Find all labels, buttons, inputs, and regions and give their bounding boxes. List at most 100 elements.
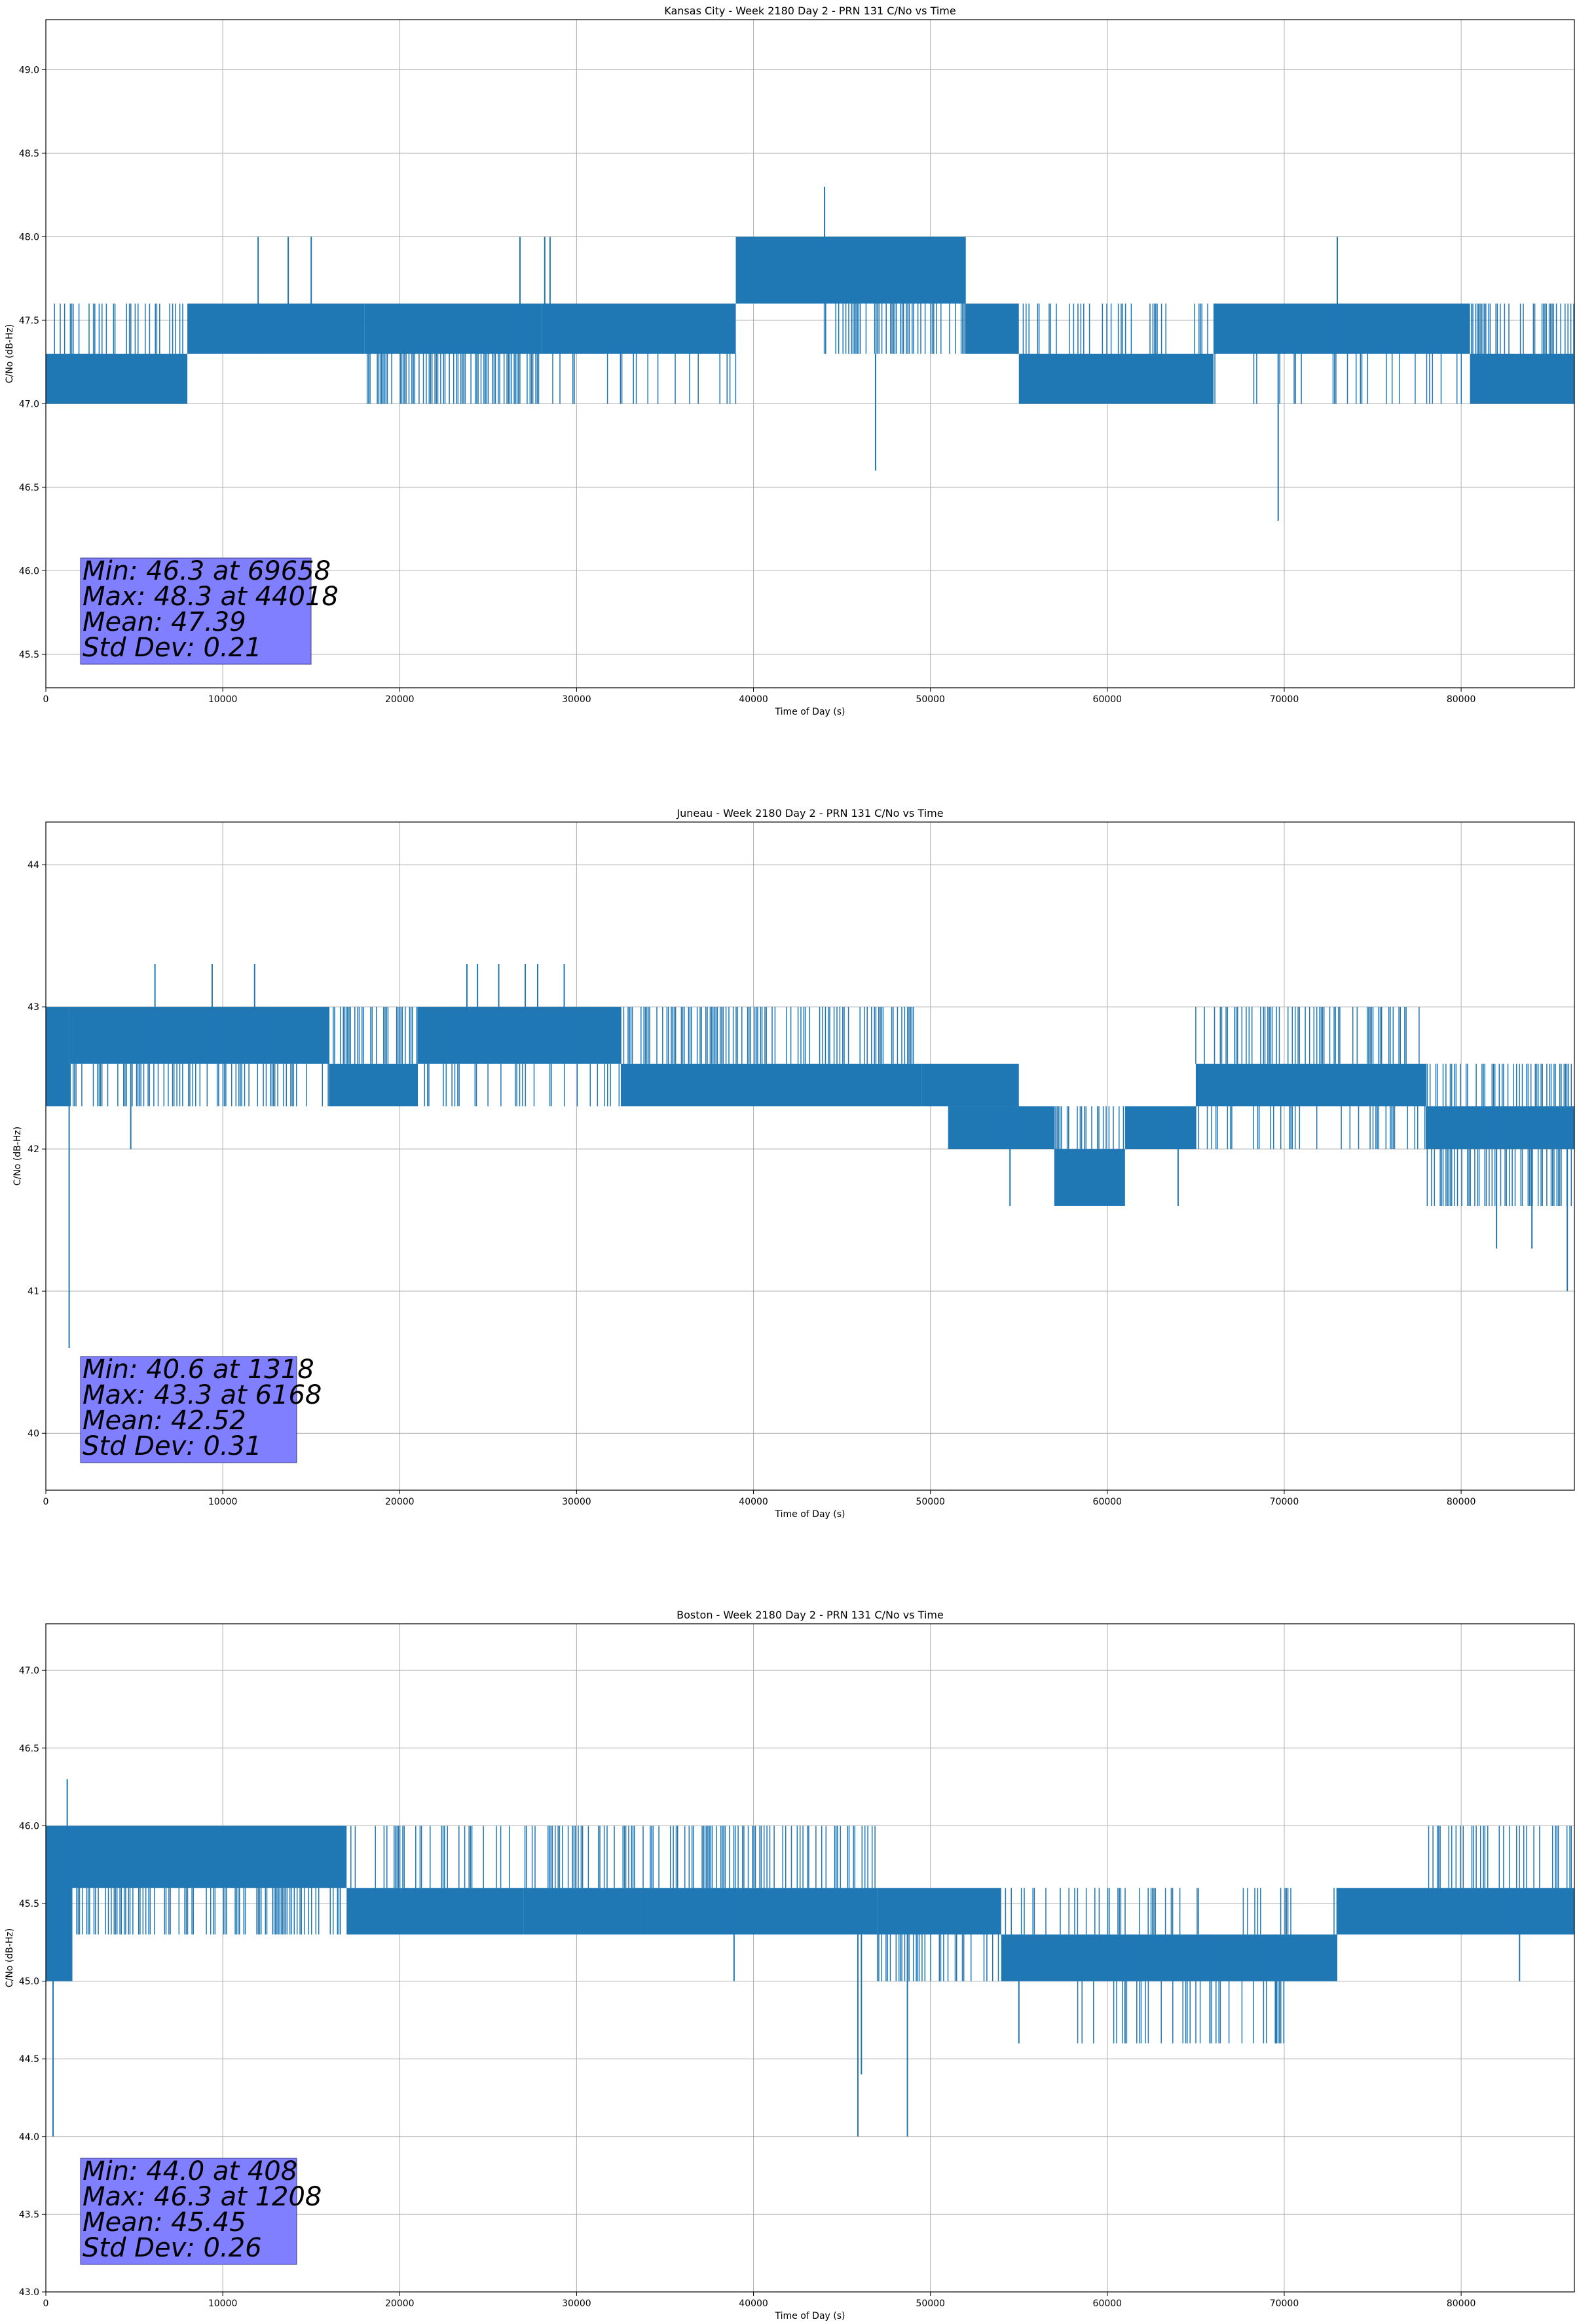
x-tick-label: 10000 <box>208 2298 238 2309</box>
x-tick-label: 30000 <box>562 2298 591 2309</box>
y-tick-label: 44.5 <box>19 2054 39 2065</box>
y-ticks: 45.5 46.0 46.5 47.0 47.5 48.0 48.5 49.0 <box>19 66 46 660</box>
x-axis-label: Time of Day (s) <box>775 707 845 717</box>
chart-title: Kansas City - Week 2180 Day 2 - PRN 131 … <box>664 5 955 17</box>
x-tick-label: 20000 <box>385 2298 415 2309</box>
y-tick-label: 45.0 <box>19 1977 39 1987</box>
stats-box-background <box>80 1356 297 1463</box>
plot-area-frame <box>45 1623 1575 2293</box>
x-tick-label: 30000 <box>562 1497 591 1507</box>
x-tick-label: 80000 <box>1447 1497 1476 1507</box>
data-band-sparse <box>1425 1063 1572 1106</box>
y-tick-label: 49.0 <box>19 66 39 76</box>
data-band <box>329 1063 418 1107</box>
data-band <box>948 1106 1054 1150</box>
data-band-sparse <box>54 303 183 354</box>
data-band-sparse <box>1005 1888 1338 1935</box>
chart-panel-2: Juneau - Week 2180 Day 2 - PRN 131 C/No … <box>12 807 1575 1520</box>
y-tick-label: 46.5 <box>19 483 39 493</box>
x-tick-label: 80000 <box>1447 694 1476 705</box>
data-series <box>46 187 1574 521</box>
stats-min: Min: 40.6 at 1318 <box>83 1355 314 1385</box>
y-tick-label: 48.5 <box>19 149 39 159</box>
y-tick-label: 46.0 <box>19 1821 39 1831</box>
data-band <box>523 1888 648 1935</box>
data-band <box>46 1007 69 1107</box>
y-tick-label: 44 <box>28 860 39 871</box>
x-tick-label: 0 <box>43 694 49 705</box>
x-tick-label: 60000 <box>1093 1497 1122 1507</box>
data-band <box>620 1063 922 1107</box>
x-tick-label: 40000 <box>739 2298 768 2309</box>
data-band <box>541 303 736 354</box>
data-band-sparse <box>1077 1981 1284 2044</box>
x-tick-label: 40000 <box>739 1497 768 1507</box>
stats-std-dev: Std Dev: 0.26 <box>83 2233 262 2263</box>
data-band <box>72 1826 347 1888</box>
y-tick-label: 41 <box>28 1286 39 1297</box>
stats-box-background <box>80 2158 297 2265</box>
data-band-sparse <box>328 1007 418 1064</box>
y-ticks: 40 41 42 43 44 <box>28 860 46 1439</box>
y-tick-label: 46.5 <box>19 1744 39 1754</box>
y-tick-label: 45.5 <box>19 650 39 660</box>
data-band <box>965 303 1019 354</box>
stats-box: Min: 40.6 at 1318 Max: 43.3 at 6168 Mean… <box>80 1355 322 1463</box>
stats-min: Min: 46.3 at 69658 <box>83 556 331 586</box>
stats-max: Max: 48.3 at 44018 <box>83 582 339 612</box>
y-tick-label: 47.0 <box>19 1666 39 1676</box>
data-band <box>1337 1888 1574 1935</box>
stats-mean: Mean: 45.45 <box>83 2207 246 2238</box>
data-band-sparse <box>620 1007 914 1064</box>
stats-std-dev: Std Dev: 0.21 <box>83 633 262 663</box>
data-band <box>921 1063 1019 1107</box>
data-band <box>877 1888 1001 1935</box>
x-tick-label: 50000 <box>916 2298 945 2309</box>
data-band <box>1054 1149 1125 1206</box>
data-band-sparse <box>1214 354 1462 404</box>
data-band-sparse <box>650 1826 876 1888</box>
x-tick-label: 20000 <box>385 1497 415 1507</box>
data-band-sparse <box>1054 1106 1124 1150</box>
data-band <box>1195 1063 1426 1107</box>
x-tick-label: 30000 <box>562 694 591 705</box>
y-tick-label: 40 <box>28 1429 39 1439</box>
data-band <box>1426 1106 1574 1150</box>
x-tick-label: 0 <box>43 2298 49 2309</box>
data-band <box>1001 1934 1338 1981</box>
data-band <box>1018 354 1214 404</box>
x-tick-label: 60000 <box>1093 2298 1122 2309</box>
chart-title: Boston - Week 2180 Day 2 - PRN 131 C/No … <box>677 1609 944 1621</box>
plot-area-frame <box>45 19 1575 688</box>
data-band-sparse <box>1022 303 1208 354</box>
y-tick-label: 47.0 <box>19 400 39 410</box>
x-tick-label: 40000 <box>739 694 768 705</box>
data-band <box>1470 354 1574 404</box>
data-band-sparse <box>69 1063 329 1106</box>
stats-std-dev: Std Dev: 0.31 <box>83 1431 262 1461</box>
data-band <box>647 1888 878 1935</box>
y-axis-label: C/No (dB-Hz) <box>5 1928 15 1987</box>
x-axis-label: Time of Day (s) <box>775 2311 845 2321</box>
stats-box-background <box>80 557 312 665</box>
data-band <box>187 303 365 354</box>
stats-max: Max: 43.3 at 6168 <box>83 1380 322 1410</box>
x-tick-label: 70000 <box>1270 2298 1299 2309</box>
stats-box: Min: 46.3 at 69658 Max: 48.3 at 44018 Me… <box>80 556 339 665</box>
y-tick-label: 43 <box>28 1002 39 1013</box>
x-tick-label: 70000 <box>1270 1497 1299 1507</box>
x-axis-label: Time of Day (s) <box>775 1509 845 1520</box>
data-band-sparse <box>524 1826 644 1888</box>
data-band-sparse <box>350 1826 510 1888</box>
x-tick-label: 20000 <box>385 694 415 705</box>
x-tick-label: 0 <box>43 1497 49 1507</box>
data-band-sparse <box>76 1888 341 1935</box>
data-band <box>46 1826 73 1981</box>
y-tick-label: 44.0 <box>19 2132 39 2143</box>
x-ticks: 0 10000 20000 30000 40000 50000 60000 70000 8000… <box>43 1490 1476 1507</box>
chart-panel-1: Kansas City - Week 2180 Day 2 - PRN 131 … <box>5 5 1575 717</box>
x-ticks: 0 10000 20000 30000 40000 50000 60000 70000 8000… <box>43 2292 1475 2309</box>
y-tick-label: 45.5 <box>19 1899 39 1909</box>
y-axis-label: C/No (dB-Hz) <box>12 1127 23 1186</box>
